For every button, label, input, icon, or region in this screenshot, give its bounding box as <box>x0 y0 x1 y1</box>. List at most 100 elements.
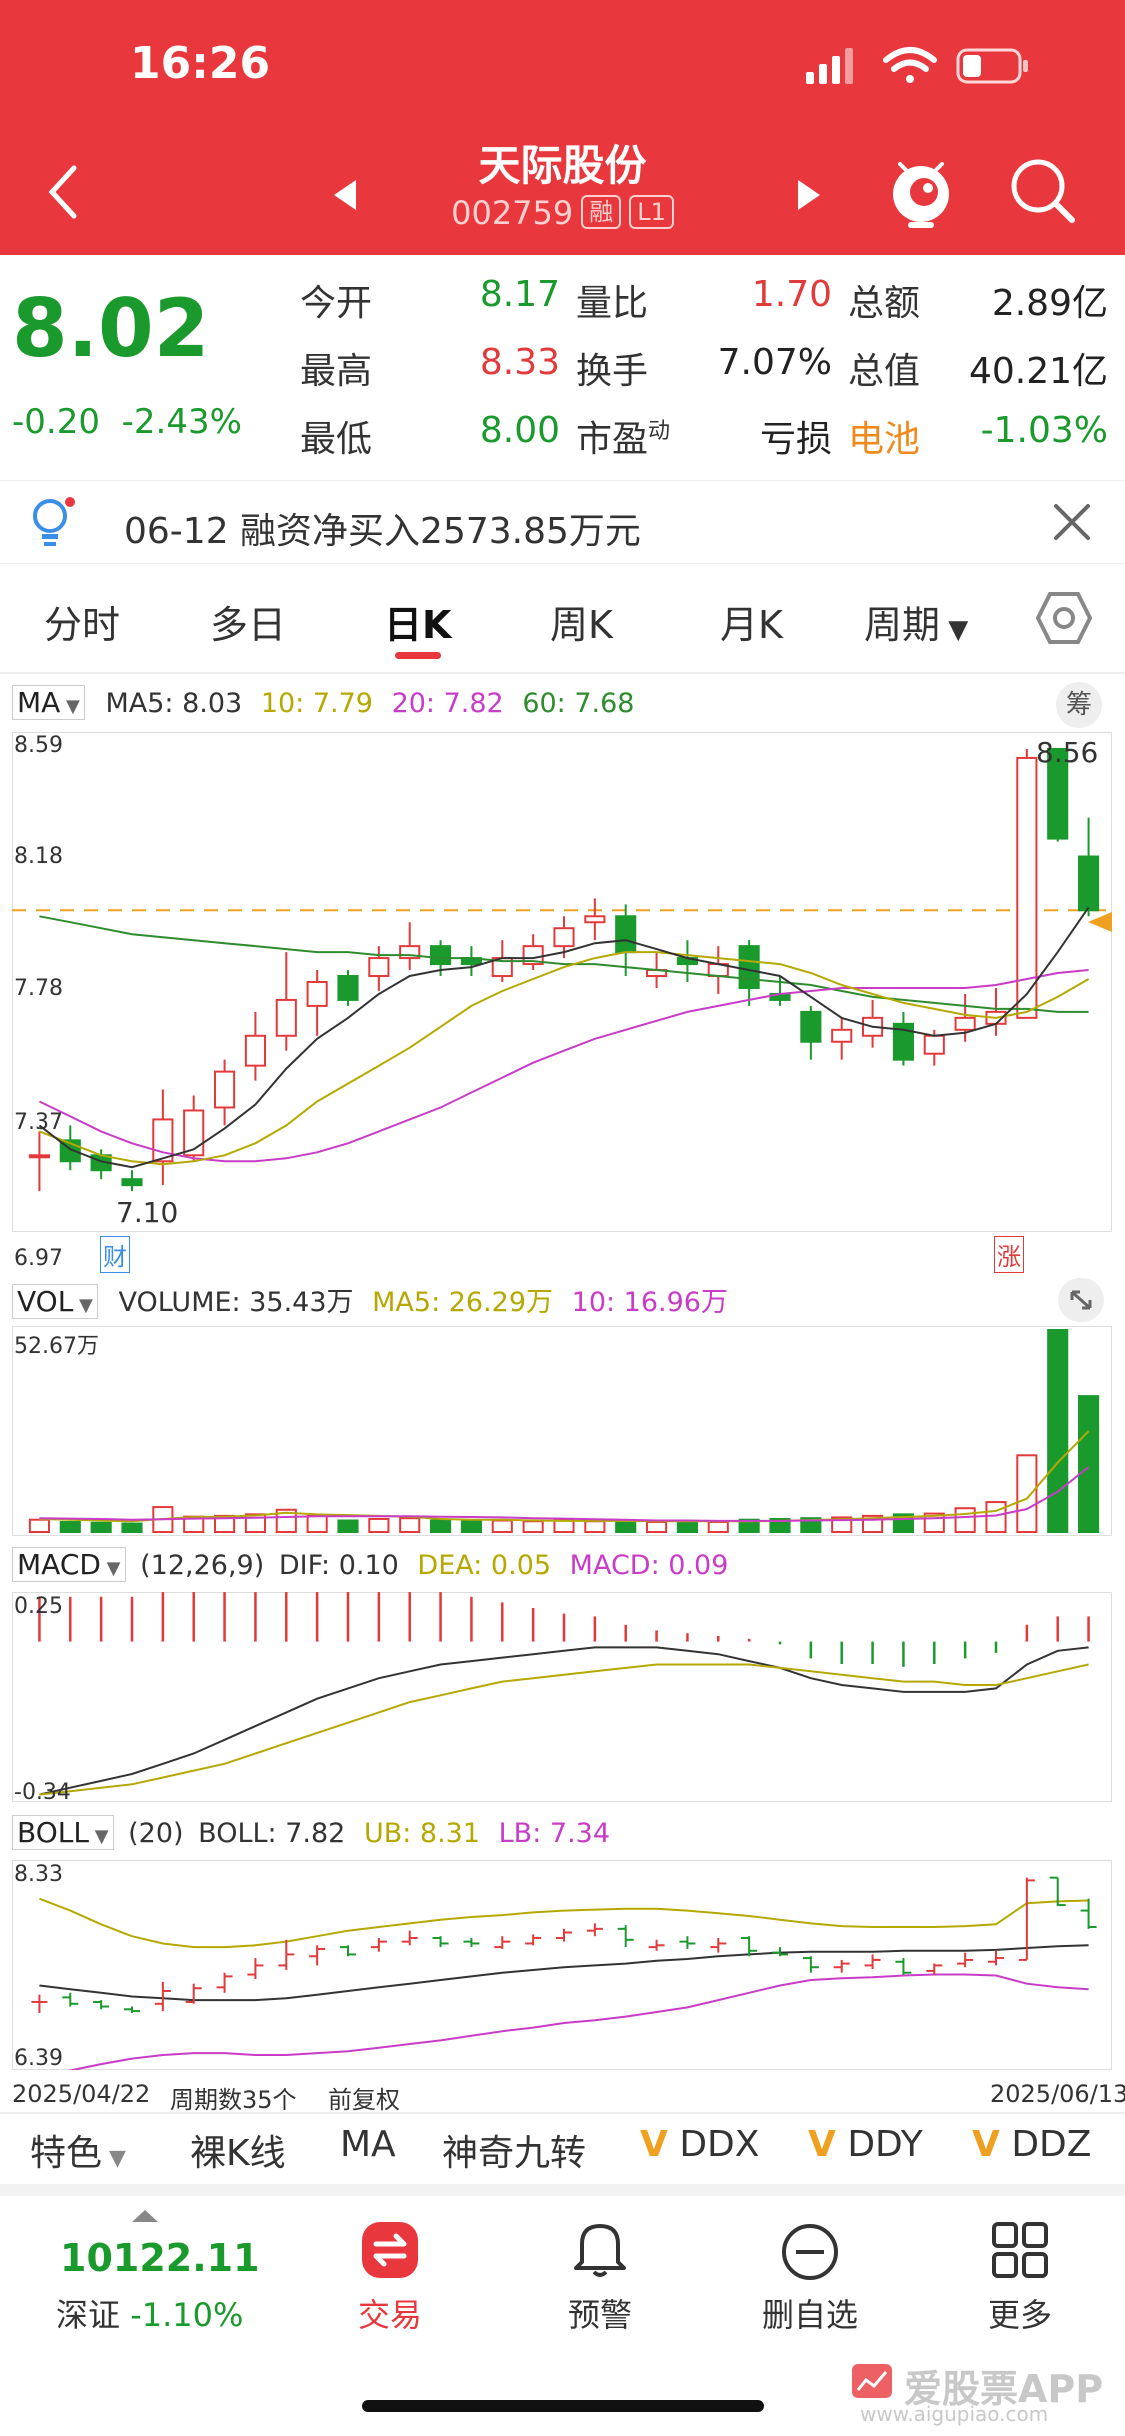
volume-bar <box>1016 1454 1038 1533</box>
change-value: -0.20 <box>12 402 100 442</box>
toolbar-ddx[interactable]: V DDX <box>640 2124 759 2165</box>
expand-icon[interactable] <box>1058 1278 1104 1322</box>
volume-bar <box>430 1519 452 1534</box>
change-pct: -2.43% <box>121 402 242 442</box>
volume-bar <box>368 1517 390 1533</box>
volume-bar <box>800 1517 822 1534</box>
vip-mark: V <box>808 2124 836 2165</box>
turnover-label: 换手 <box>576 351 649 392</box>
special-label: 特色 <box>30 2133 103 2174</box>
toolbar-magic-nine[interactable]: 神奇九转 <box>442 2133 587 2174</box>
nav-alert[interactable]: 预警 <box>567 2296 632 2334</box>
boll-selector[interactable]: BOLL ▼ <box>12 1815 114 1850</box>
tab-intraday[interactable]: 分时 <box>44 603 121 647</box>
pe-label-text: 市盈 <box>576 419 649 460</box>
adjust-mode[interactable]: 前复权 <box>328 2086 400 2114</box>
toolbar-ddy[interactable]: V DDY <box>808 2124 923 2165</box>
macd-selector-label: MACD <box>17 1548 101 1581</box>
boll-y-top: 8.33 <box>14 1862 63 1887</box>
macd-chart[interactable] <box>12 1592 1112 1802</box>
tab-period[interactable]: 周期 ▼ <box>864 594 968 649</box>
kline-chart[interactable] <box>12 732 1112 1232</box>
boll-chart[interactable] <box>12 1860 1112 2070</box>
macd-selector[interactable]: MACD ▼ <box>12 1547 126 1582</box>
earnings-marker[interactable]: 财 <box>100 1236 130 1273</box>
sector-label[interactable]: 电池 <box>848 419 921 460</box>
market-cap-value: 40.21亿 <box>968 351 1108 392</box>
boll-chart-frame <box>12 1860 1112 2070</box>
tab-daily-k[interactable]: 日K <box>384 603 452 647</box>
chevron-down-icon: ▼ <box>102 2146 126 2171</box>
candle-body <box>954 1016 976 1031</box>
nav-more[interactable]: 更多 <box>987 2296 1052 2334</box>
volume-chart[interactable] <box>12 1326 1112 1536</box>
boll-params: (20) <box>128 1818 184 1849</box>
vol-selector[interactable]: VOL ▼ <box>12 1284 98 1319</box>
high-label: 最高 <box>300 351 373 392</box>
macd-legend: MACD ▼ (12,26,9) DIF: 0.10 DEA: 0.05 MAC… <box>12 1547 729 1582</box>
candle-body <box>892 1022 914 1061</box>
vol-ma10-line <box>39 1466 1090 1522</box>
index-info[interactable]: 深证 -1.10% <box>56 2290 243 2336</box>
tab-weekly-k[interactable]: 周K <box>550 603 613 647</box>
index-value[interactable]: 10122.11 <box>60 2236 260 2280</box>
settings-icon[interactable] <box>1036 590 1092 646</box>
search-icon[interactable] <box>1008 156 1078 226</box>
toolbar-ma[interactable]: MA <box>340 2124 396 2165</box>
candle-body <box>306 981 328 1007</box>
candle-body <box>368 957 390 978</box>
vol-ma5-legend: MA5: 26.29万 <box>372 1287 554 1318</box>
macd-value-legend: MACD: 0.09 <box>569 1550 729 1581</box>
end-date: 2025/06/13 <box>990 2080 1125 2108</box>
prev-stock-icon[interactable] <box>332 178 358 212</box>
vip-mark: V <box>640 2124 668 2165</box>
toolbar-ddz[interactable]: V DDZ <box>972 2124 1091 2165</box>
nav-trade[interactable]: 交易 <box>357 2296 422 2334</box>
tab-multiday[interactable]: 多日 <box>210 603 287 647</box>
high-value: 8.33 <box>479 342 560 383</box>
vol-legend: VOL ▼ VOLUME: 35.43万 MA5: 26.29万 10: 16.… <box>12 1280 728 1319</box>
back-icon[interactable] <box>46 164 80 220</box>
next-stock-icon[interactable] <box>796 178 822 212</box>
battery-icon <box>956 48 1028 84</box>
ma-selector[interactable]: MA ▼ <box>12 685 85 720</box>
start-date: 2025/04/22 <box>12 2080 151 2108</box>
index-change: -1.10% <box>130 2296 244 2334</box>
turnover-value: 7.07% <box>717 342 832 383</box>
volume-bar <box>121 1522 143 1534</box>
volume-bar <box>491 1519 513 1534</box>
trade-icon[interactable] <box>362 2222 418 2278</box>
boll-selector-label: BOLL <box>17 1816 89 1849</box>
y-label-2: 8.18 <box>14 844 63 869</box>
vol-ma5-line <box>39 1430 1090 1523</box>
limit-up-marker[interactable]: 涨 <box>994 1236 1024 1273</box>
pe-label: 市盈动 <box>576 410 670 462</box>
stock-name: 天际股份 <box>478 141 647 190</box>
more-grid-icon[interactable] <box>992 2222 1048 2278</box>
chip-distribution-button[interactable]: 筹 <box>1056 682 1102 728</box>
ddx-label: DDX <box>679 2124 760 2165</box>
close-icon[interactable] <box>1052 502 1092 542</box>
tab-monthly-k[interactable]: 月K <box>720 603 783 647</box>
vol-y-top: 52.67万 <box>14 1334 99 1359</box>
special-selector[interactable]: 特色 ▼ <box>30 2124 126 2176</box>
y-label-4: 7.37 <box>14 1110 63 1135</box>
assistant-icon[interactable] <box>886 150 956 230</box>
volume-bar <box>90 1521 112 1533</box>
ma20-legend: 20: 7.82 <box>391 688 504 719</box>
market-cap-label: 总值 <box>848 351 921 392</box>
boll-lower-line <box>67 1973 1089 2070</box>
nav-remove-watchlist[interactable]: 删自选 <box>761 2296 858 2334</box>
toolbar-naked-k[interactable]: 裸K线 <box>190 2133 286 2174</box>
notice-bar[interactable] <box>0 480 1125 564</box>
remove-watchlist-icon[interactable] <box>780 2222 840 2282</box>
toolbar-divider-top <box>0 2112 1125 2114</box>
candle-body <box>244 1034 266 1067</box>
macd-params: (12,26,9) <box>140 1550 265 1581</box>
caret-up-icon <box>132 2210 158 2222</box>
amount-label: 总额 <box>848 283 921 324</box>
boll-legend: BOLL ▼ (20) BOLL: 7.82 UB: 8.31 LB: 7.34 <box>12 1815 610 1850</box>
volume-chart-frame <box>12 1326 1112 1536</box>
bell-icon[interactable] <box>572 2218 628 2280</box>
tab-period-label: 周期 <box>864 603 941 647</box>
